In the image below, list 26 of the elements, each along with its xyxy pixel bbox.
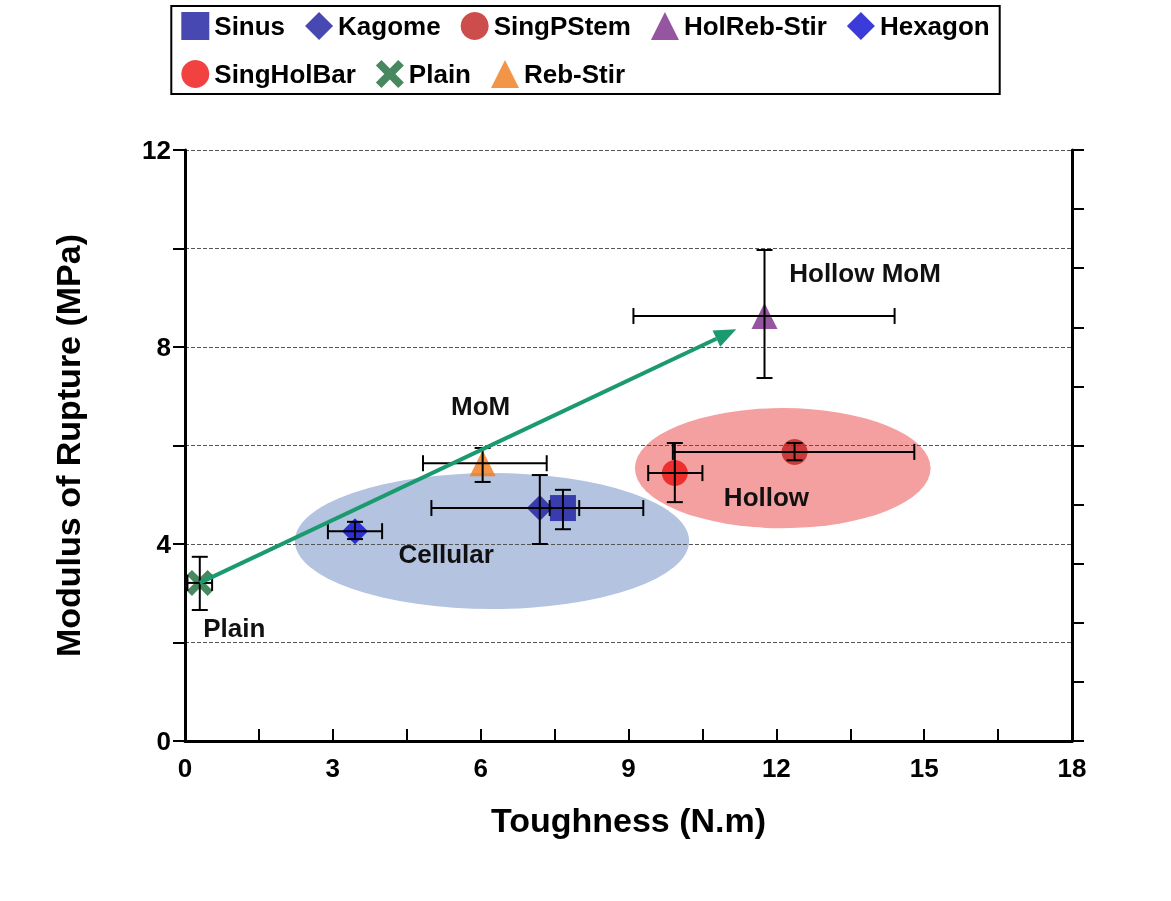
x-axis-title: Toughness (N.m) [490, 801, 767, 839]
legend-label: Sinus [214, 11, 286, 41]
x-tick-label: 6 [473, 753, 488, 783]
x-tick-label: 0 [177, 753, 193, 783]
legend-label: Hexagon [879, 11, 990, 41]
legend-label: Reb-Stir [523, 59, 626, 89]
legend-label: Plain [408, 59, 471, 89]
x-tick-label: 18 [1057, 753, 1087, 783]
annotation: Plain [203, 612, 266, 643]
legend-label: HolReb-Stir [683, 11, 827, 41]
annotation: Hollow MoM [789, 258, 941, 289]
x-tick-label: 9 [621, 753, 636, 783]
legend-label: SingHolBar [214, 59, 356, 89]
y-tick-label: 12 [142, 135, 171, 165]
legend-label: SingPStem [493, 11, 631, 41]
annotation: Cellular [398, 538, 494, 569]
y-tick-label: 0 [156, 726, 171, 756]
y-tick-label: 8 [156, 332, 171, 362]
legend-label: Kagome [338, 11, 441, 41]
x-tick-label: 12 [761, 753, 791, 783]
x-tick-label: 3 [325, 753, 341, 783]
annotation: MoM [451, 391, 511, 422]
annotation: Hollow [723, 482, 810, 513]
y-tick-label: 4 [156, 529, 172, 559]
x-tick-label: 15 [909, 753, 939, 783]
y-axis-title: Modulus of Rupture (MPa) [49, 233, 87, 658]
